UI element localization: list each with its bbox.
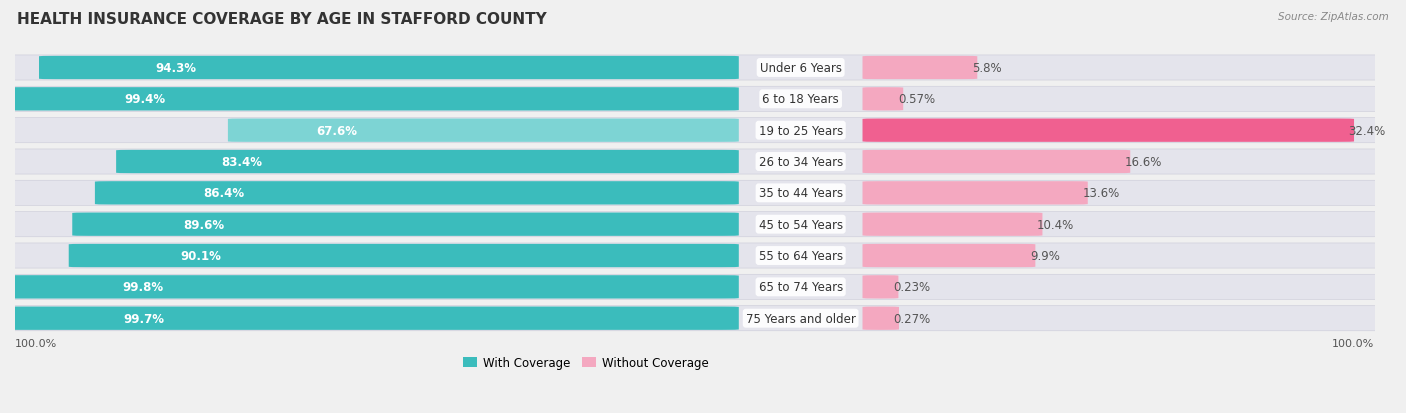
FancyBboxPatch shape bbox=[0, 87, 1399, 112]
Text: 67.6%: 67.6% bbox=[316, 124, 357, 138]
Text: 0.27%: 0.27% bbox=[894, 312, 931, 325]
Text: 10.4%: 10.4% bbox=[1038, 218, 1074, 231]
FancyBboxPatch shape bbox=[862, 150, 1130, 174]
Text: 32.4%: 32.4% bbox=[1348, 124, 1386, 138]
Text: 35 to 44 Years: 35 to 44 Years bbox=[759, 187, 842, 200]
FancyBboxPatch shape bbox=[862, 88, 903, 111]
Text: 26 to 34 Years: 26 to 34 Years bbox=[758, 156, 842, 169]
Text: 75 Years and older: 75 Years and older bbox=[745, 312, 856, 325]
Text: 0.23%: 0.23% bbox=[893, 281, 931, 294]
FancyBboxPatch shape bbox=[0, 56, 1399, 81]
Text: 83.4%: 83.4% bbox=[221, 156, 262, 169]
Text: 100.0%: 100.0% bbox=[1333, 338, 1375, 348]
Text: 99.7%: 99.7% bbox=[122, 312, 165, 325]
Text: 16.6%: 16.6% bbox=[1125, 156, 1163, 169]
FancyBboxPatch shape bbox=[862, 307, 898, 330]
FancyBboxPatch shape bbox=[862, 275, 898, 299]
FancyBboxPatch shape bbox=[862, 244, 1035, 268]
Text: 9.9%: 9.9% bbox=[1031, 249, 1060, 262]
Text: Under 6 Years: Under 6 Years bbox=[759, 62, 842, 75]
FancyBboxPatch shape bbox=[39, 57, 738, 80]
Text: HEALTH INSURANCE COVERAGE BY AGE IN STAFFORD COUNTY: HEALTH INSURANCE COVERAGE BY AGE IN STAF… bbox=[17, 12, 547, 27]
FancyBboxPatch shape bbox=[3, 88, 738, 111]
Text: 65 to 74 Years: 65 to 74 Years bbox=[758, 281, 842, 294]
FancyBboxPatch shape bbox=[0, 243, 1399, 268]
FancyBboxPatch shape bbox=[1, 307, 738, 330]
FancyBboxPatch shape bbox=[862, 213, 1042, 236]
Text: 89.6%: 89.6% bbox=[184, 218, 225, 231]
FancyBboxPatch shape bbox=[0, 119, 1399, 143]
FancyBboxPatch shape bbox=[94, 182, 738, 205]
Text: 86.4%: 86.4% bbox=[202, 187, 245, 200]
FancyBboxPatch shape bbox=[862, 57, 977, 80]
FancyBboxPatch shape bbox=[72, 213, 738, 236]
FancyBboxPatch shape bbox=[0, 275, 738, 299]
Text: 6 to 18 Years: 6 to 18 Years bbox=[762, 93, 839, 106]
Text: 100.0%: 100.0% bbox=[15, 338, 58, 348]
FancyBboxPatch shape bbox=[862, 182, 1088, 205]
FancyBboxPatch shape bbox=[0, 275, 1399, 300]
Text: 0.57%: 0.57% bbox=[898, 93, 935, 106]
Text: 94.3%: 94.3% bbox=[156, 62, 197, 75]
FancyBboxPatch shape bbox=[228, 119, 738, 142]
Legend: With Coverage, Without Coverage: With Coverage, Without Coverage bbox=[458, 351, 714, 374]
Text: 45 to 54 Years: 45 to 54 Years bbox=[759, 218, 842, 231]
Text: 99.8%: 99.8% bbox=[122, 281, 163, 294]
Text: 5.8%: 5.8% bbox=[972, 62, 1001, 75]
FancyBboxPatch shape bbox=[862, 119, 1354, 142]
Text: 99.4%: 99.4% bbox=[125, 93, 166, 106]
Text: 90.1%: 90.1% bbox=[180, 249, 222, 262]
Text: Source: ZipAtlas.com: Source: ZipAtlas.com bbox=[1278, 12, 1389, 22]
FancyBboxPatch shape bbox=[117, 150, 738, 174]
Text: 55 to 64 Years: 55 to 64 Years bbox=[759, 249, 842, 262]
FancyBboxPatch shape bbox=[0, 212, 1399, 237]
Text: 13.6%: 13.6% bbox=[1083, 187, 1119, 200]
Text: 19 to 25 Years: 19 to 25 Years bbox=[758, 124, 842, 138]
FancyBboxPatch shape bbox=[0, 150, 1399, 175]
FancyBboxPatch shape bbox=[69, 244, 738, 268]
FancyBboxPatch shape bbox=[0, 306, 1399, 331]
FancyBboxPatch shape bbox=[0, 181, 1399, 206]
